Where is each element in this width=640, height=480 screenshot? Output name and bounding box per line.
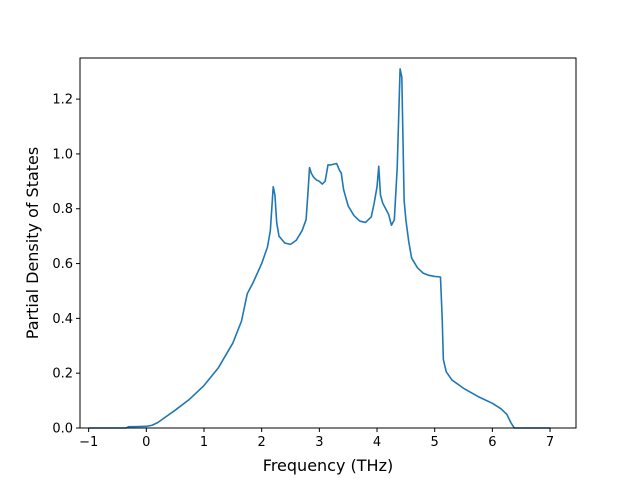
y-tick-label: 0.2 (52, 367, 73, 382)
x-tick-label: 1 (200, 435, 208, 450)
x-axis-title: Frequency (THz) (263, 456, 393, 475)
y-tick-label: 0.4 (52, 312, 73, 327)
plot-background (80, 58, 576, 428)
x-tick-label: −1 (79, 435, 98, 450)
x-tick-label: 4 (373, 435, 381, 450)
x-tick-label: 3 (315, 435, 323, 450)
plot-area (79, 57, 577, 429)
y-tick-label: 0.0 (52, 422, 73, 437)
x-tick-label: 0 (142, 435, 150, 450)
y-tick-label: 1.0 (52, 147, 73, 162)
y-tick-label: 0.8 (52, 202, 73, 217)
y-tick-label: 1.2 (52, 93, 73, 108)
y-tick-label: 0.6 (52, 257, 73, 272)
x-axis-ticks: −1 0 1 2 3 4 5 6 7 (79, 428, 554, 450)
x-tick-label: 7 (546, 435, 554, 450)
y-axis-title: Partial Density of States (23, 147, 42, 339)
plot-frame (79, 57, 577, 429)
x-tick-label: 6 (488, 435, 496, 450)
x-tick-label: 5 (431, 435, 439, 450)
pdos-line (88, 68, 551, 429)
y-axis-ticks: 0.0 0.2 0.4 0.6 0.8 1.0 1.2 (52, 93, 80, 437)
x-tick-label: 2 (258, 435, 266, 450)
